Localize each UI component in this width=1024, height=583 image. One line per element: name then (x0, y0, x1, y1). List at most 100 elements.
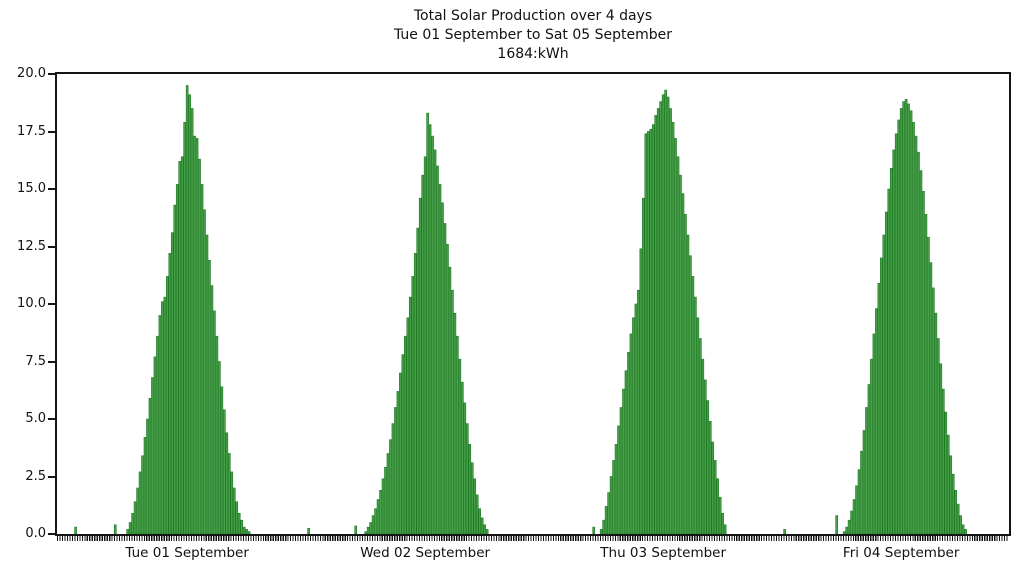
production-bar (220, 386, 224, 534)
production-bar (599, 529, 603, 534)
y-tick-mark (48, 303, 55, 305)
production-bar (681, 193, 685, 534)
production-bar (961, 524, 965, 534)
chart-title-line-2: Tue 01 September to Sat 05 September (393, 27, 673, 43)
production-bar (703, 379, 707, 534)
production-bar (932, 287, 935, 534)
production-bar (218, 361, 221, 534)
production-bar (215, 335, 219, 534)
production-bar (706, 400, 710, 534)
x-axis-day-label: Tue 01 September (125, 545, 249, 561)
production-bar (379, 489, 382, 534)
production-bar (959, 515, 962, 534)
production-bar (195, 138, 199, 534)
production-bar (674, 138, 677, 534)
production-bar (426, 112, 429, 534)
production-bar (904, 98, 908, 534)
production-bar (381, 478, 385, 534)
production-bar (669, 108, 672, 534)
production-bar (141, 455, 144, 534)
production-bar (711, 441, 715, 534)
chart-title-line-1: Total Solar Production over 4 days (413, 8, 653, 24)
production-bar (399, 372, 402, 534)
production-bar (602, 519, 605, 534)
production-bar (701, 358, 705, 534)
production-bar (894, 133, 898, 534)
production-bar (664, 89, 667, 534)
production-bar (408, 296, 412, 534)
production-bar (696, 317, 700, 534)
production-bar (666, 96, 670, 534)
production-bar (163, 296, 167, 534)
production-bar (485, 529, 489, 534)
production-bar (463, 402, 467, 534)
production-bar (237, 512, 241, 534)
production-bar (230, 471, 234, 534)
production-bar (161, 301, 164, 534)
production-bar (446, 243, 449, 534)
production-bar (461, 381, 464, 534)
production-bar (875, 308, 878, 534)
production-bar (470, 462, 474, 534)
production-bar (245, 529, 248, 534)
production-bar (954, 489, 958, 534)
plot-area (55, 72, 1011, 536)
production-bar (951, 473, 955, 534)
production-bar (151, 377, 154, 534)
production-bar (887, 188, 891, 534)
production-bar (225, 432, 229, 534)
production-bar (937, 338, 940, 534)
production-bar (376, 499, 380, 534)
y-tick-mark (48, 533, 55, 535)
production-bar (465, 423, 469, 534)
production-bar (927, 237, 930, 534)
production-bar (113, 524, 117, 534)
production-bar (684, 214, 687, 534)
production-bar (964, 529, 967, 534)
production-bar (676, 156, 680, 534)
y-tick-label: 7.5 (25, 353, 46, 369)
production-bar (136, 487, 139, 534)
production-bar (131, 512, 134, 534)
production-bar (416, 227, 420, 534)
production-bar (175, 184, 179, 534)
production-bar (902, 101, 905, 534)
production-bar (436, 165, 439, 534)
production-bar (649, 128, 653, 534)
production-bar (855, 485, 858, 534)
production-bar (178, 161, 182, 534)
production-bar (624, 370, 628, 534)
production-bar (889, 168, 893, 534)
production-bar (366, 526, 370, 534)
production-bar (651, 124, 655, 534)
chart-title-line-3: 1684:kWh (497, 46, 569, 62)
production-bar (478, 508, 482, 534)
production-bar (627, 351, 630, 534)
production-bar (679, 174, 682, 534)
production-bar (473, 478, 477, 534)
production-bar (203, 209, 206, 534)
production-bar (138, 471, 142, 534)
production-bar (240, 519, 243, 534)
production-bar (934, 312, 938, 534)
production-bar (944, 411, 948, 534)
production-bar (909, 110, 913, 534)
production-bar (443, 223, 447, 534)
production-bar (74, 526, 77, 534)
production-bar (862, 430, 866, 534)
production-bar (897, 119, 900, 534)
production-bar (899, 108, 903, 534)
production-bar (156, 335, 159, 534)
production-bar (374, 508, 377, 534)
x-axis-day-label: Wed 02 September (360, 545, 491, 561)
production-bar (307, 527, 310, 534)
production-bar (946, 434, 950, 534)
production-bar (721, 512, 724, 534)
production-bar (941, 388, 945, 534)
production-bar (629, 333, 633, 534)
production-bar (468, 443, 472, 534)
production-bar (371, 515, 375, 534)
production-bar (845, 526, 848, 534)
production-bar (235, 501, 239, 534)
production-bar (609, 476, 613, 534)
